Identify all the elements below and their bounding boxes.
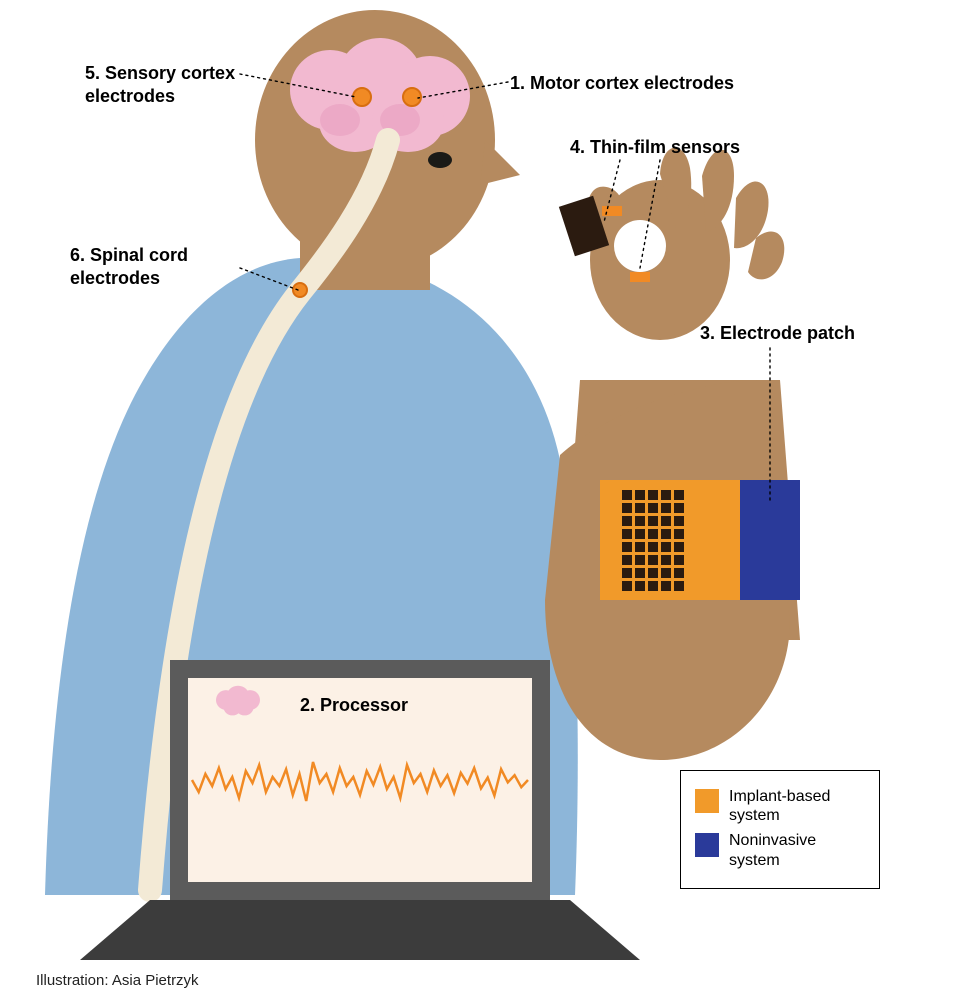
legend-text-noninvasive: Noninvasive system (729, 831, 849, 869)
label-processor: 2. Processor (300, 694, 500, 717)
label-electrode-patch: 3. Electrode patch (700, 322, 900, 345)
label-motor-cortex: 1. Motor cortex electrodes (510, 72, 810, 95)
legend-swatch-implant (695, 789, 719, 813)
label-sensory-cortex: 5. Sensory cortex electrodes (85, 62, 265, 107)
legend-swatch-noninvasive (695, 833, 719, 857)
legend-text-implant: Implant-based system (729, 787, 849, 825)
label-thin-film-sensors: 4. Thin-film sensors (570, 136, 810, 159)
legend-box: Implant-based system Noninvasive system (680, 770, 880, 889)
illustration-credit: Illustration: Asia Pietrzyk (36, 972, 199, 989)
legend-row-noninvasive: Noninvasive system (695, 831, 865, 869)
label-spinal-cord: 6. Spinal cord electrodes (70, 244, 240, 289)
legend-row-implant: Implant-based system (695, 787, 865, 825)
